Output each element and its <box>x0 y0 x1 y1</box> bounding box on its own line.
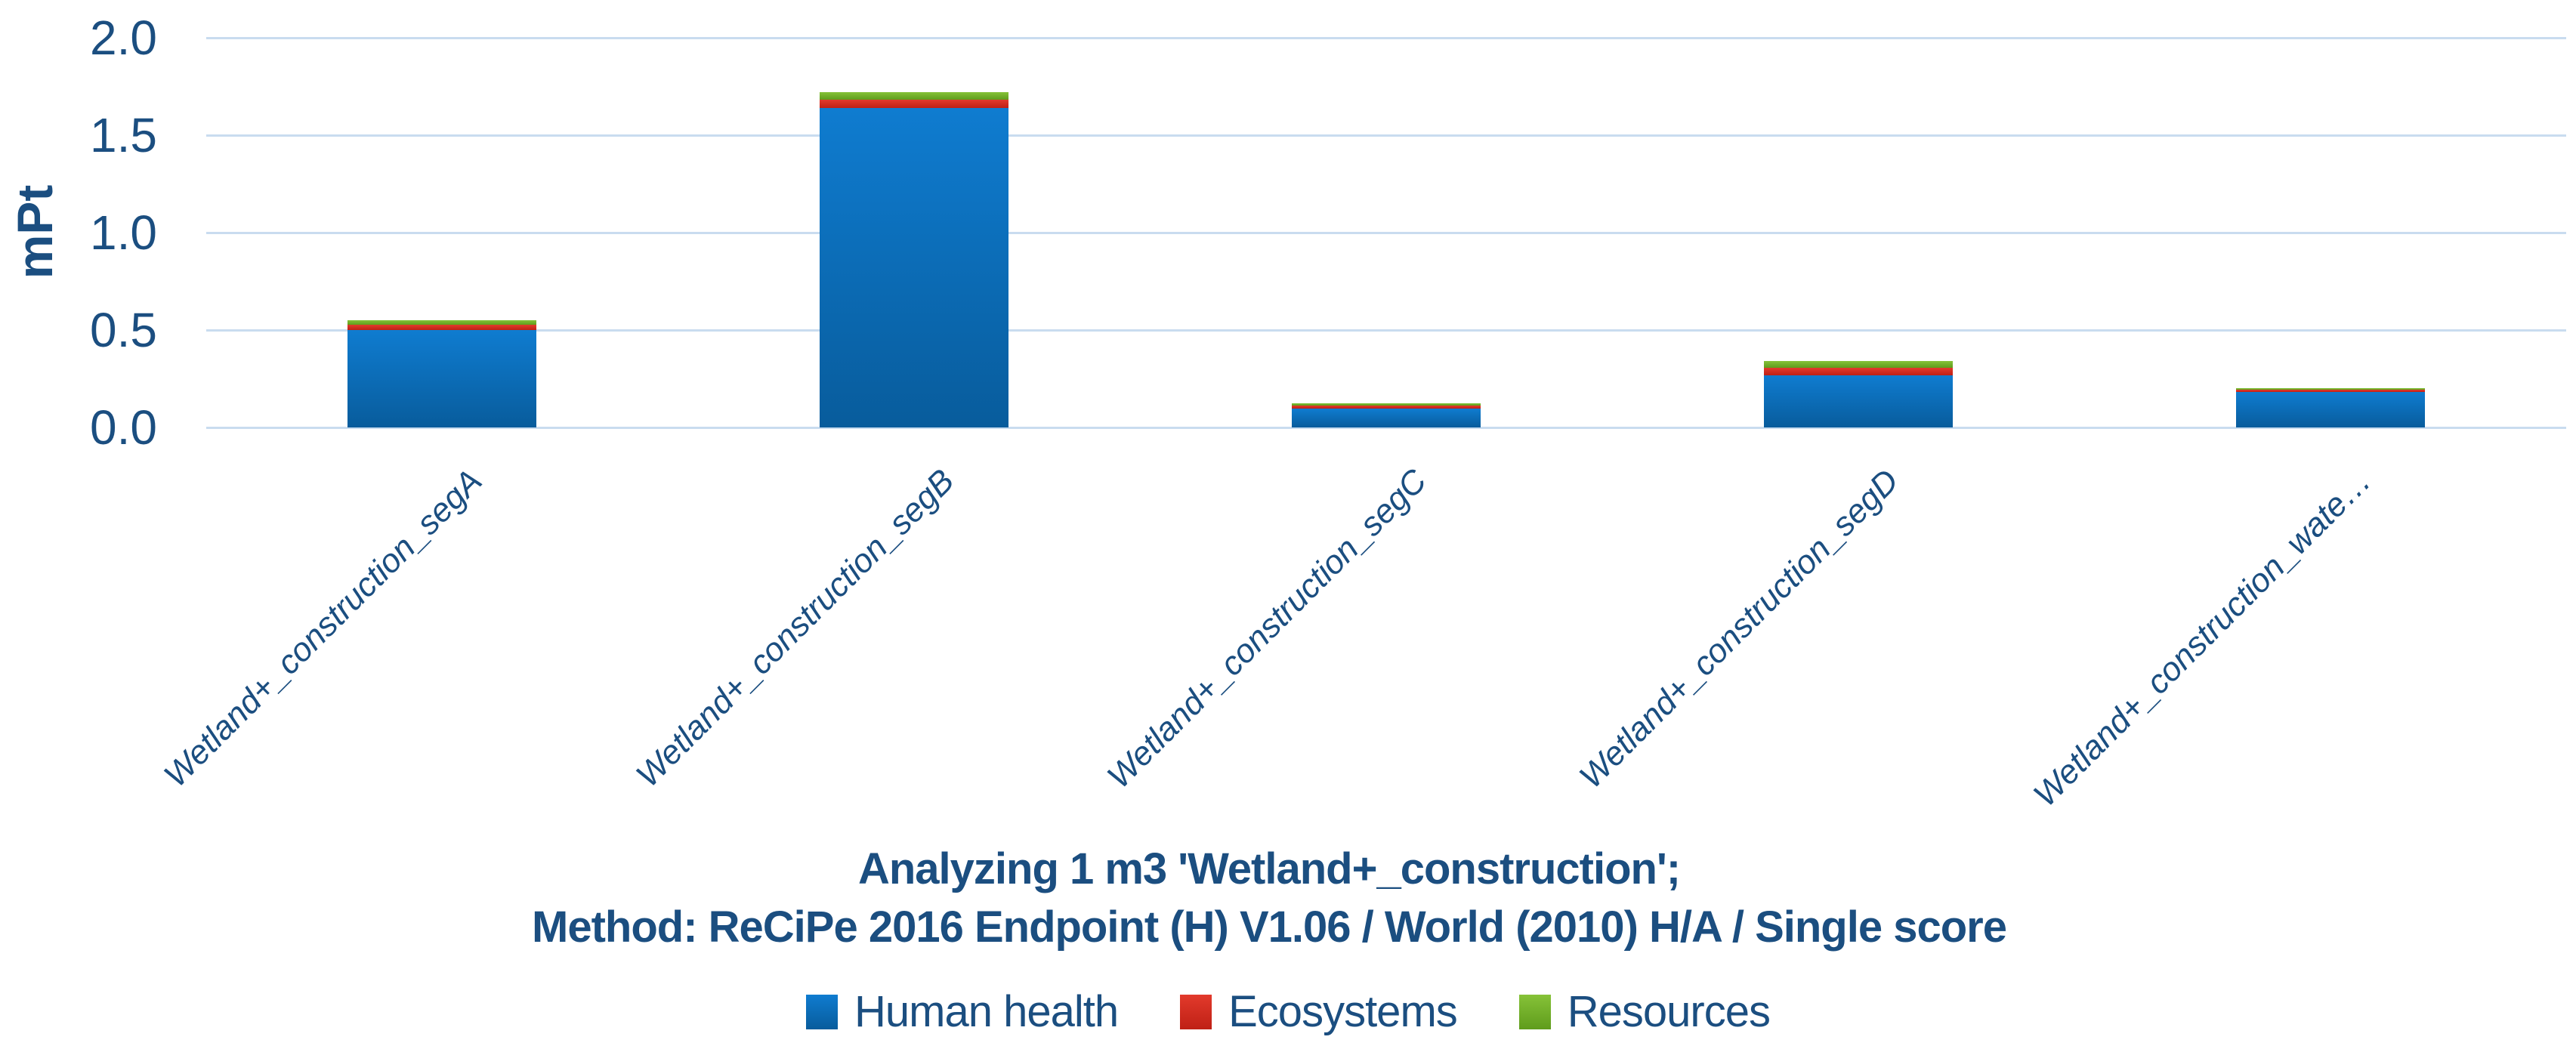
y-tick-label-0.0: 0.0 <box>90 400 157 455</box>
bar-segment-human-health-5 <box>2236 392 2425 427</box>
y-tick-label-2.0: 2.0 <box>90 11 157 65</box>
y-axis-title: mPt <box>7 184 63 279</box>
legend-label-human-health: Human health <box>854 987 1119 1036</box>
x-category-label-3: Wetland+_construction_segC <box>1100 462 1434 796</box>
bar-segment-resources-5 <box>2236 388 2425 390</box>
bar-segment-ecosystems-3 <box>1292 406 1481 409</box>
bar-segment-resources-1 <box>347 320 536 325</box>
legend-swatch-resources <box>1518 994 1551 1029</box>
x-category-label-5: Wetland+_construction_wate… <box>2026 462 2378 814</box>
gridline-1.0 <box>206 232 2566 234</box>
y-tick-label-1.0: 1.0 <box>90 205 157 260</box>
chart-title: Analyzing 1 m3 'Wetland+_construction'; … <box>0 840 2538 956</box>
bar-segment-human-health-1 <box>347 330 536 427</box>
legend-label-ecosystems: Ecosystems <box>1228 987 1458 1036</box>
y-tick-label-0.5: 0.5 <box>90 303 157 357</box>
bar-segment-human-health-4 <box>1764 375 1953 427</box>
bar-segment-resources-3 <box>1292 403 1481 406</box>
chart-title-line-1: Analyzing 1 m3 'Wetland+_construction'; <box>857 844 1681 893</box>
legend: Human health Ecosystems Resources <box>0 986 2576 1037</box>
gridline-2.0 <box>206 37 2566 39</box>
legend-item-resources: Resources <box>1518 986 1771 1037</box>
chart-title-line-2: Method: ReCiPe 2016 Endpoint (H) V1.06 /… <box>532 903 2007 952</box>
bar-segment-ecosystems-1 <box>347 325 536 330</box>
y-tick-label-1.5: 1.5 <box>90 108 157 162</box>
gridline-0.0 <box>206 427 2566 429</box>
gridline-0.5 <box>206 329 2566 332</box>
bar-segment-human-health-2 <box>820 108 1008 427</box>
legend-swatch-human-health <box>806 994 838 1029</box>
bar-segment-ecosystems-2 <box>820 100 1008 108</box>
bar-segment-human-health-3 <box>1292 409 1481 427</box>
legend-swatch-ecosystems <box>1180 994 1212 1029</box>
bar-segment-ecosystems-5 <box>2236 390 2425 392</box>
bar-segment-resources-2 <box>820 92 1008 100</box>
legend-item-human-health: Human health <box>806 986 1119 1037</box>
legend-item-ecosystems: Ecosystems <box>1180 986 1458 1037</box>
x-category-label-1: Wetland+_construction_segA <box>156 462 490 795</box>
bar-segment-resources-4 <box>1764 361 1953 368</box>
bar-segment-ecosystems-4 <box>1764 368 1953 375</box>
gridline-1.5 <box>206 134 2566 137</box>
legend-label-resources: Resources <box>1567 987 1771 1036</box>
x-category-label-2: Wetland+_construction_segB <box>629 462 962 795</box>
x-category-label-4: Wetland+_construction_segD <box>1572 462 1906 796</box>
